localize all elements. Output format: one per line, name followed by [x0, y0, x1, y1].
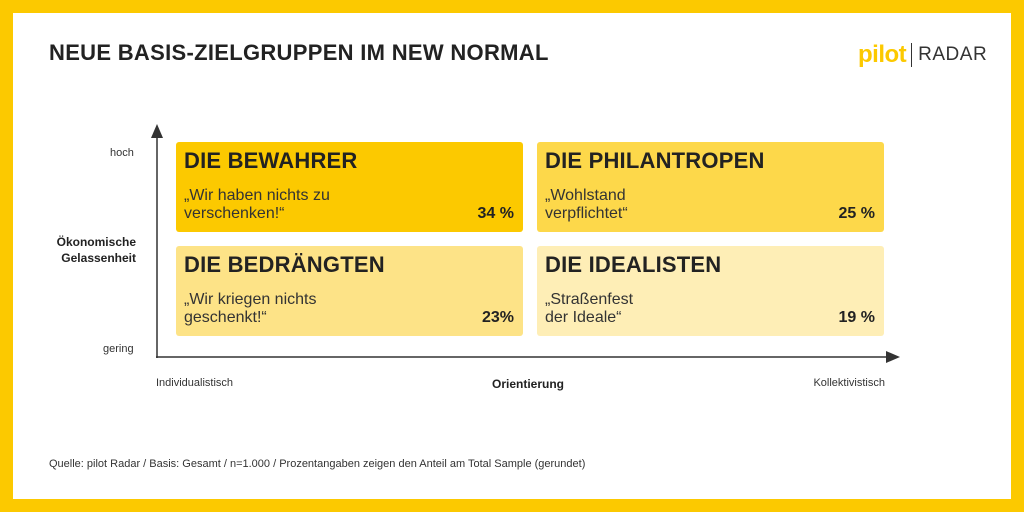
logo-radar-text: RADAR [918, 44, 988, 65]
segment-box-idealisten: DIE IDEALISTEN „Straßenfest der Ideale“ … [537, 246, 884, 336]
segment-quote-line2: der Ideale“ [545, 309, 622, 326]
y-axis-title-line1: Ökonomische [56, 235, 136, 249]
page-title: NEUE BASIS-ZIELGRUPPEN IM NEW NORMAL [49, 40, 549, 65]
segment-box-bedraengten: DIE BEDRÄNGTEN „Wir kriegen nichts gesch… [176, 246, 523, 336]
segment-name: DIE BEDRÄNGTEN [184, 252, 385, 277]
pilot-radar-logo: pilot RADAR [858, 41, 988, 68]
segment-quote-line2: geschenkt!“ [184, 309, 267, 326]
segment-share: 23% [481, 309, 514, 326]
segment-quote-line2: verschenken!“ [184, 205, 285, 222]
source-note: Quelle: pilot Radar / Basis: Gesamt / n=… [49, 458, 586, 470]
logo-pilot-text: pilot [858, 41, 907, 68]
segment-quote-line1: „Straßenfest [545, 291, 634, 308]
segment-quote: „Straßenfest der Ideale“ [545, 291, 795, 327]
segment-share: 19 % [838, 309, 875, 326]
y-axis-title: Ökonomische Gelassenheit [40, 234, 136, 266]
segment-quote-line2: verpflichtet“ [545, 205, 628, 222]
x-axis-left-label: Individualistisch [156, 377, 234, 389]
segment-share: 34 % [477, 205, 514, 222]
segment-share: 25 % [838, 205, 875, 222]
segment-name: DIE BEWAHRER [184, 148, 358, 173]
segment-name: DIE IDEALISTEN [545, 252, 722, 277]
x-axis-title: Orientierung [491, 377, 564, 391]
segment-name: DIE PHILANTROPEN [545, 148, 765, 173]
x-axis-right-label: Kollektivistisch [813, 377, 885, 389]
y-axis-arrow-icon [151, 124, 163, 138]
y-axis-high-label: hoch [110, 147, 134, 159]
y-axis-title-line2: Gelassenheit [61, 251, 136, 265]
segment-box-bewahrer: DIE BEWAHRER „Wir haben nichts zu versch… [176, 142, 523, 232]
logo-separator [911, 43, 913, 67]
segment-quote-line1: „Wir haben nichts zu [184, 187, 330, 204]
segment-quote-line1: „Wir kriegen nichts [184, 291, 317, 308]
segment-quote: „Wir haben nichts zu verschenken!“ [184, 187, 434, 223]
segment-quote-line1: „Wohlstand [545, 187, 626, 204]
y-axis-low-label: gering [103, 343, 134, 355]
segment-quote: „Wir kriegen nichts geschenkt!“ [184, 291, 434, 327]
x-axis-arrow-icon [886, 351, 900, 363]
segment-box-philantropen: DIE PHILANTROPEN „Wohlstand verpflichtet… [537, 142, 884, 232]
segment-quote: „Wohlstand verpflichtet“ [545, 187, 795, 223]
